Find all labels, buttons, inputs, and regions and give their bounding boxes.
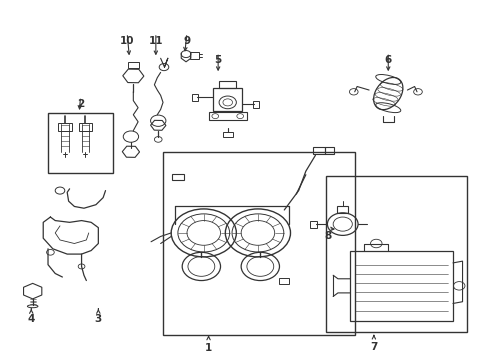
Bar [190, 52, 199, 59]
Bar [163, 152, 354, 335]
Text: 5: 5 [214, 55, 222, 65]
Bar [128, 62, 138, 68]
Text: 11: 11 [148, 36, 163, 46]
Bar [325, 147, 333, 154]
Bar [58, 123, 71, 131]
Text: 1: 1 [204, 343, 212, 352]
Bar [213, 88, 242, 111]
Bar [309, 221, 317, 228]
Text: 3: 3 [95, 314, 102, 324]
Bar [325, 176, 467, 332]
Text: 7: 7 [369, 342, 377, 351]
Bar [279, 278, 288, 284]
Bar [191, 94, 197, 100]
Text: 4: 4 [27, 314, 35, 324]
Bar [79, 123, 92, 131]
Bar [219, 81, 236, 88]
Text: 6: 6 [384, 55, 391, 65]
Text: 10: 10 [120, 36, 134, 46]
Text: 8: 8 [324, 231, 331, 242]
Bar [312, 147, 325, 154]
Bar [223, 132, 232, 137]
Text: 9: 9 [183, 36, 190, 46]
Bar [336, 206, 348, 213]
Bar [48, 113, 112, 173]
Bar [349, 251, 452, 321]
Bar [171, 174, 183, 180]
Text: 2: 2 [77, 99, 84, 109]
Bar [208, 112, 246, 120]
Bar [253, 101, 258, 108]
